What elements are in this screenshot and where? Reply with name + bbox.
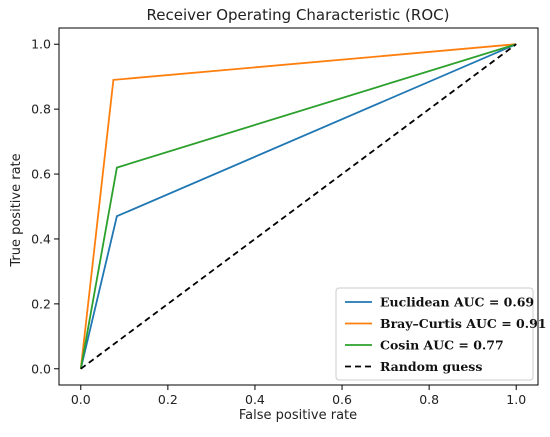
series-line-2 — [79, 43, 517, 369]
x-tick-label: 1.0 — [506, 392, 526, 407]
y-tick-label: 1.0 — [31, 37, 51, 52]
y-tick-label: 0.6 — [31, 167, 51, 182]
x-tick-label: 0.8 — [419, 392, 439, 407]
x-axis-label: False positive rate — [239, 408, 357, 423]
x-tick-label: 0.2 — [158, 392, 178, 407]
chart-title: Receiver Operating Characteristic (ROC) — [147, 6, 450, 24]
series-line-1 — [79, 43, 517, 370]
x-tick-label: 0.6 — [332, 392, 352, 407]
legend-label-2: Bray–Curtis AUC = 0.91 — [380, 316, 546, 331]
legend-label-4: Random guess — [380, 359, 482, 374]
legend-label-1: Euclidean AUC = 0.69 — [380, 295, 534, 310]
plot-frame — [58, 27, 539, 386]
x-tick-label: 0.0 — [71, 392, 91, 407]
y-tick-label: 0.0 — [31, 361, 51, 376]
series-line-4 — [80, 43, 517, 370]
y-tick-label: 0.8 — [31, 102, 51, 117]
x-tick-label: 0.4 — [245, 392, 265, 407]
y-axis-label: True positive rate — [9, 153, 24, 267]
legend-box — [335, 287, 534, 381]
legend-label-3: Cosin AUC = 0.77 — [380, 338, 504, 353]
series-line-3 — [79, 43, 517, 369]
legend: Euclidean AUC = 0.69 Bray–Curtis AUC = 0.… — [335, 287, 546, 381]
y-tick-label: 0.2 — [31, 296, 51, 311]
ticks-layer: 0.0 0.2 0.4 0.6 0.8 1.0 0.0 0.2 0.4 0.6 0.8 1.0 — [31, 37, 526, 407]
y-tick-label: 0.4 — [31, 231, 51, 246]
series-layer — [79, 43, 517, 370]
